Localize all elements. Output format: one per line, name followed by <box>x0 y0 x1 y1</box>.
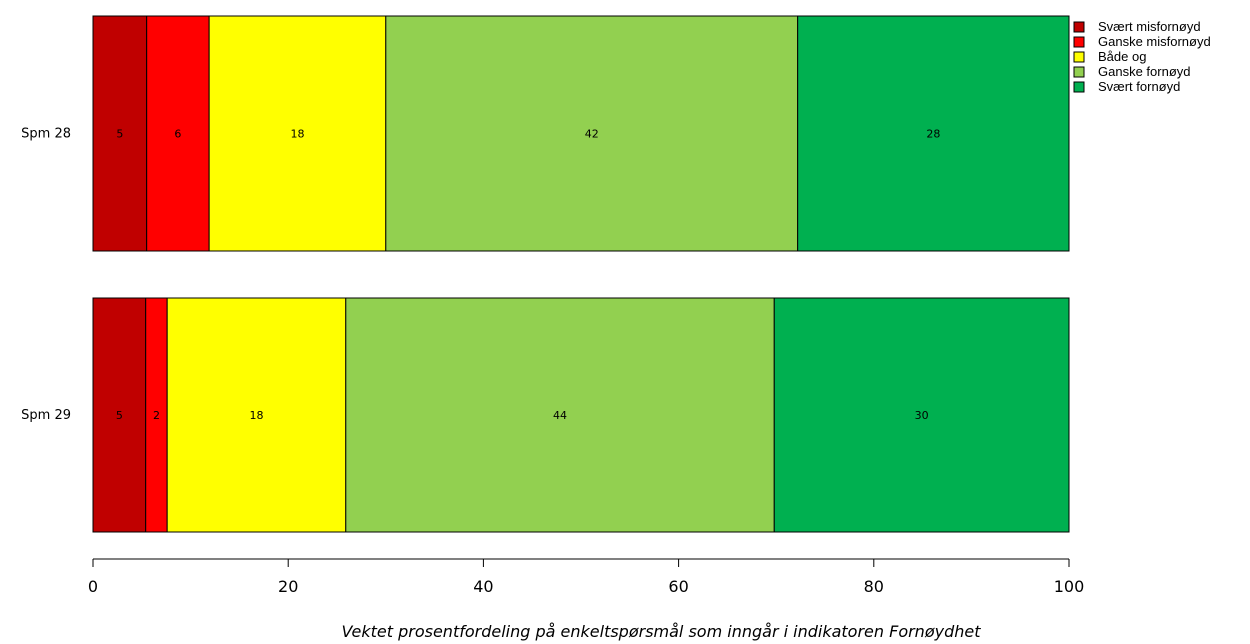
category-label: Spm 28 <box>21 127 71 142</box>
bar-segment <box>92 15 148 252</box>
bar-segment <box>166 297 347 533</box>
legend-swatch <box>1073 21 1085 33</box>
bar-segment <box>92 297 147 533</box>
bar-segment <box>797 15 1070 252</box>
legend-label: Ganske misfornøyd <box>1098 34 1211 49</box>
bar-segment <box>208 15 387 252</box>
data-label: 30 <box>915 409 929 422</box>
legend-label: Svært misfornøyd <box>1098 19 1201 34</box>
legend-swatch <box>1073 51 1085 63</box>
bar-segment <box>385 15 799 252</box>
legend-label: Svært fornøyd <box>1098 79 1180 94</box>
x-tick-label: 20 <box>278 577 298 596</box>
data-label: 6 <box>174 128 181 141</box>
x-axis-title: Vektet prosentfordeling på enkeltspørsmå… <box>342 622 982 641</box>
data-label: 5 <box>116 409 123 422</box>
data-label: 18 <box>249 409 263 422</box>
data-label: 2 <box>153 409 160 422</box>
x-tick-label: 0 <box>88 577 98 596</box>
legend-swatch <box>1073 36 1085 48</box>
bars-group: 5 6 18 42 28 5 2 18 44 30 <box>92 15 1070 533</box>
category-label: Spm 29 <box>21 408 71 423</box>
x-tick-label: 80 <box>864 577 884 596</box>
legend-label: Ganske fornøyd <box>1098 64 1191 79</box>
data-label: 44 <box>553 409 567 422</box>
data-label: 5 <box>116 128 123 141</box>
bar-segment <box>345 297 775 533</box>
x-tick-label: 60 <box>668 577 688 596</box>
x-axis: 0 20 40 60 80 100 <box>88 558 1085 596</box>
data-label: 42 <box>585 128 599 141</box>
bar-segment <box>146 15 210 252</box>
legend-label: Både og <box>1098 49 1146 64</box>
category-labels: Spm 28 Spm 29 <box>21 127 71 424</box>
legend-swatch <box>1073 66 1085 78</box>
data-label: 28 <box>926 128 940 141</box>
data-label: 18 <box>290 128 304 141</box>
x-tick-label: 40 <box>473 577 493 596</box>
bar-segment <box>773 297 1070 533</box>
legend-swatch <box>1073 81 1085 93</box>
x-tick-label: 100 <box>1054 577 1085 596</box>
